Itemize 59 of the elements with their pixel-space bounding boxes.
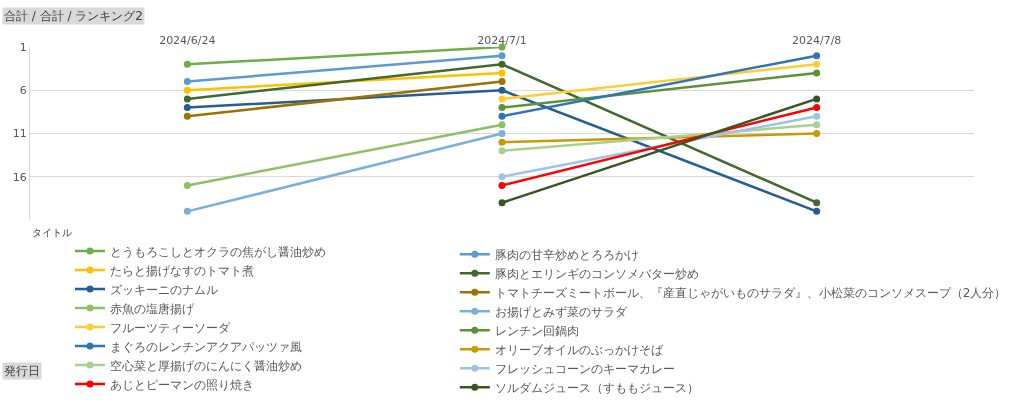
point	[183, 181, 191, 189]
legend-label: お揚げとみず菜のサラダ	[494, 304, 628, 319]
point	[813, 130, 821, 137]
x-tick-label: 2024/7/1	[477, 33, 527, 47]
y-tick-label: 1	[19, 40, 27, 54]
text: 合計 / 合計 / ランキング2	[4, 9, 143, 23]
point	[813, 52, 821, 60]
point	[813, 112, 821, 120]
legend-label: あじとピーマンの照り焼き	[110, 377, 254, 392]
point	[498, 130, 506, 137]
point	[183, 86, 191, 94]
point	[498, 52, 506, 60]
point	[813, 199, 821, 207]
point	[813, 95, 821, 103]
point	[498, 95, 506, 103]
legend-label: ズッキーニのナムル	[110, 282, 218, 297]
point	[498, 121, 506, 129]
legend-label: トマトチーズミートボール、『産直じゃがいものサラダ』、小松菜のコンソメスープ（2人分）	[494, 285, 1007, 300]
point	[498, 78, 506, 86]
point	[498, 60, 506, 68]
point	[183, 60, 191, 68]
point	[183, 104, 191, 112]
legend-label: たらと揚げなすのトマト煮	[110, 263, 254, 278]
point	[813, 104, 821, 112]
text: 発行日	[4, 364, 40, 378]
legend-label: フルーツティーソーダ	[110, 320, 231, 335]
legend-title: タイトル	[32, 227, 72, 239]
legend-label: まぐろのレンチンアクアパッツァ風	[110, 339, 302, 354]
point	[498, 147, 506, 155]
point	[498, 104, 506, 112]
x-tick-label: 2024/7/8	[791, 33, 842, 47]
point	[183, 207, 191, 215]
point	[813, 207, 821, 215]
x-tick-label: 2024/6/24	[159, 33, 216, 47]
point	[183, 78, 191, 86]
legend-label: レンチン回鍋肉	[494, 323, 579, 338]
y-tick-label: 6	[19, 84, 27, 98]
legend-label: フレッシュコーンのキーマカレー	[494, 361, 675, 376]
point	[498, 86, 506, 94]
point	[498, 199, 506, 207]
legend-label: とうもろこしとオクラの焦がし醤油炒め	[110, 244, 326, 259]
point	[498, 69, 506, 77]
point	[498, 173, 506, 181]
point	[498, 181, 506, 189]
point	[498, 138, 506, 146]
y-tick-label: 16	[12, 170, 27, 184]
legend-label: オリーブオイルのぶっかけそば	[494, 342, 664, 357]
legend-label: 赤魚の塩唐揚げ	[110, 301, 195, 316]
legend-label: 空心菜と厚揚げのにんにく醤油炒め	[110, 358, 302, 373]
point	[183, 112, 191, 120]
legend-label: 豚肉とエリンギのコンソメバター炒め	[494, 266, 699, 281]
point	[813, 69, 821, 77]
legend-label: 豚肉の甘辛炒めとろろかけ	[494, 247, 639, 262]
y-tick-label: 11	[12, 127, 27, 141]
legend-label: ソルダムジュース（すももジュース）	[494, 380, 699, 395]
point	[813, 121, 821, 129]
point	[498, 112, 506, 120]
point	[813, 60, 821, 68]
point	[183, 95, 191, 103]
